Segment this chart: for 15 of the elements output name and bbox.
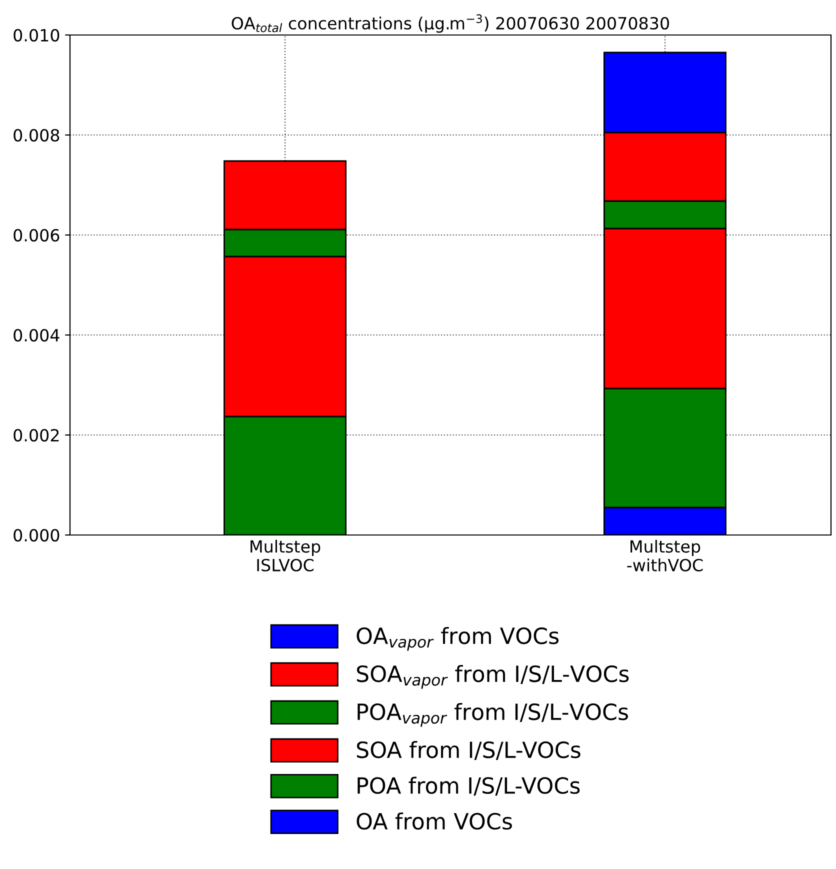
y-tick-label: 0.000	[14, 528, 60, 542]
legend-label: POA from I/S/L-VOCs	[358, 776, 580, 796]
y-tick-label: 0.004	[14, 328, 60, 342]
legend-label: OA from VOCs	[356, 812, 512, 830]
x-tick-label: Multstep ISLVOC	[250, 540, 320, 572]
y-tick-label: 0.002	[14, 428, 59, 442]
x-tick-label: Multstep -withVOC	[627, 540, 703, 572]
y-tick-label: 0.006	[14, 228, 60, 242]
legend-label: POA$_{vapor}$ from I/S/L-VOCs	[358, 703, 628, 727]
y-tick-label: 0.008	[14, 128, 60, 142]
legend-label: SOA from I/S/L-VOCs	[356, 741, 580, 760]
y-tick-label: 0.010	[14, 28, 60, 42]
legend-label: OA$_{vapor}$ from VOCs	[356, 627, 559, 651]
chart-title: OA$_{total}$ concentrations (μg.m$^{−3}$) 20070630 20070830	[232, 14, 669, 33]
legend-label: SOA$_{vapor}$ from I/S/L-VOCs	[356, 665, 629, 689]
